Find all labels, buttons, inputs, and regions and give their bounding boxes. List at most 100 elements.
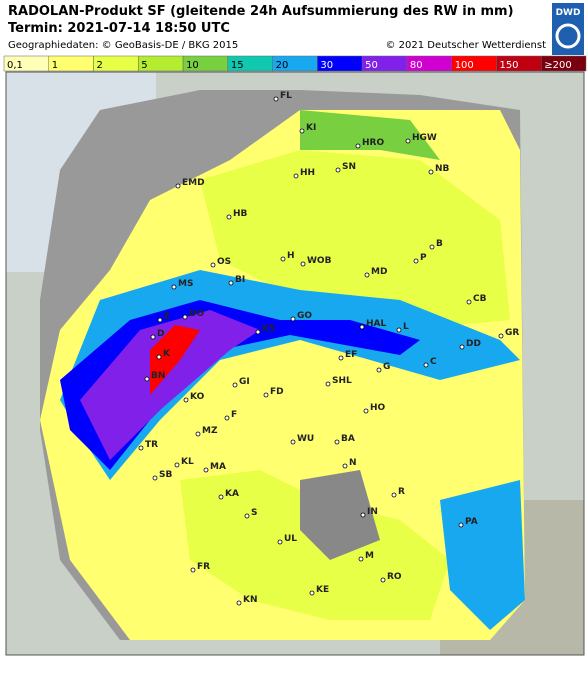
legend-label: 80 bbox=[410, 60, 423, 71]
city-dot bbox=[342, 463, 348, 469]
legend-label: 5 bbox=[141, 60, 147, 71]
city-dot bbox=[300, 261, 306, 267]
city-dot bbox=[466, 299, 472, 305]
city-dot bbox=[363, 408, 369, 414]
city-dot bbox=[429, 244, 435, 250]
city-label: MZ bbox=[202, 426, 218, 436]
city-label: HGW bbox=[412, 133, 437, 143]
city-label: KS bbox=[262, 324, 275, 334]
city-dot bbox=[144, 376, 150, 382]
city-label: RO bbox=[387, 572, 402, 582]
city-dot bbox=[376, 367, 382, 373]
city-label: DD bbox=[466, 339, 481, 349]
city-label: OS bbox=[217, 257, 231, 267]
city-label: H bbox=[287, 251, 295, 261]
city-label: TR bbox=[145, 440, 158, 450]
legend-label: 1 bbox=[52, 60, 58, 71]
city-label: MA bbox=[210, 462, 226, 472]
city-dot bbox=[413, 258, 419, 264]
city-dot bbox=[156, 354, 162, 360]
city-dot bbox=[182, 314, 188, 320]
city-dot bbox=[157, 317, 163, 323]
city-label: SHL bbox=[332, 376, 352, 386]
city-label: KL bbox=[181, 457, 194, 467]
city-label: SN bbox=[342, 162, 356, 172]
city-dot bbox=[325, 381, 331, 387]
city-label: DO bbox=[189, 309, 204, 319]
city-label: KA bbox=[225, 489, 239, 499]
city-label: FR bbox=[197, 562, 210, 572]
city-label: WOB bbox=[307, 256, 332, 266]
city-dot bbox=[232, 382, 238, 388]
legend-label: 30 bbox=[320, 60, 333, 71]
city-dot bbox=[290, 439, 296, 445]
city-label: P bbox=[420, 253, 427, 263]
city-label: R bbox=[398, 487, 405, 497]
city-dot bbox=[175, 183, 181, 189]
city-label: FD bbox=[270, 387, 284, 397]
city-dot bbox=[458, 522, 464, 528]
legend-label: ≥200 bbox=[544, 60, 571, 71]
city-dot bbox=[224, 415, 230, 421]
city-label: E bbox=[164, 312, 170, 322]
legend-label: 10 bbox=[186, 60, 199, 71]
city-dot bbox=[174, 462, 180, 468]
city-label: IN bbox=[367, 507, 378, 517]
city-label: M bbox=[365, 551, 374, 561]
legend-label: 20 bbox=[276, 60, 289, 71]
city-label: B bbox=[436, 239, 443, 249]
city-dot bbox=[334, 439, 340, 445]
city-label: KO bbox=[190, 392, 205, 402]
legend-label: 50 bbox=[365, 60, 378, 71]
city-dot bbox=[290, 316, 296, 322]
city-label: HRO bbox=[362, 138, 384, 148]
city-label: KN bbox=[243, 595, 258, 605]
city-dot bbox=[244, 513, 250, 519]
city-dot bbox=[210, 262, 216, 268]
city-label: F bbox=[231, 410, 237, 420]
city-dot bbox=[391, 492, 397, 498]
map bbox=[5, 71, 585, 656]
city-label: KI bbox=[306, 123, 316, 133]
copyright: © 2021 Deutscher Wetterdienst bbox=[385, 40, 546, 51]
city-dot bbox=[183, 397, 189, 403]
city-label: CB bbox=[473, 294, 487, 304]
city-dot bbox=[396, 327, 402, 333]
legend: 0,1 1 2 5 10 15 20 30 50 80 100 150 ≥200 bbox=[3, 55, 587, 72]
city-label: UL bbox=[284, 534, 297, 544]
city-dot bbox=[226, 214, 232, 220]
city-label: GI bbox=[239, 377, 250, 387]
city-label: MS bbox=[178, 279, 193, 289]
city-label: NB bbox=[435, 164, 450, 174]
legend-label: 150 bbox=[499, 60, 518, 71]
city-dot bbox=[138, 445, 144, 451]
city-dot bbox=[380, 577, 386, 583]
city-label: L bbox=[403, 322, 409, 332]
city-dot bbox=[355, 143, 361, 149]
city-label: BA bbox=[341, 434, 355, 444]
city-dot bbox=[299, 128, 305, 134]
city-label: EMD bbox=[182, 178, 205, 188]
city-label: D bbox=[157, 329, 164, 339]
city-dot bbox=[423, 362, 429, 368]
title: RADOLAN-Produkt SF (gleitende 24h Aufsum… bbox=[8, 4, 514, 19]
city-dot bbox=[293, 173, 299, 179]
city-dot bbox=[459, 344, 465, 350]
city-label: K bbox=[163, 349, 171, 359]
city-dot bbox=[273, 96, 279, 102]
city-dot bbox=[335, 167, 341, 173]
legend-label: 100 bbox=[455, 60, 474, 71]
city-dot bbox=[152, 475, 158, 481]
city-dot bbox=[277, 539, 283, 545]
city-dot bbox=[309, 590, 315, 596]
geodata-credit: Geographiedaten: © GeoBasis-DE / BKG 201… bbox=[8, 40, 238, 51]
city-label: PA bbox=[465, 517, 478, 527]
city-dot bbox=[150, 334, 156, 340]
city-label: G bbox=[383, 362, 390, 372]
city-dot bbox=[263, 392, 269, 398]
city-label: KE bbox=[316, 585, 329, 595]
city-label: FL bbox=[280, 91, 292, 101]
city-label: HH bbox=[300, 168, 315, 178]
city-dot bbox=[203, 467, 209, 473]
